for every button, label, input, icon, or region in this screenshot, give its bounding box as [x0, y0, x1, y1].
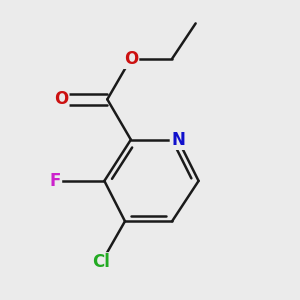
Text: Cl: Cl: [92, 254, 110, 272]
Text: O: O: [124, 50, 138, 68]
Text: O: O: [54, 90, 68, 108]
Text: N: N: [171, 131, 185, 149]
Text: F: F: [50, 172, 61, 190]
